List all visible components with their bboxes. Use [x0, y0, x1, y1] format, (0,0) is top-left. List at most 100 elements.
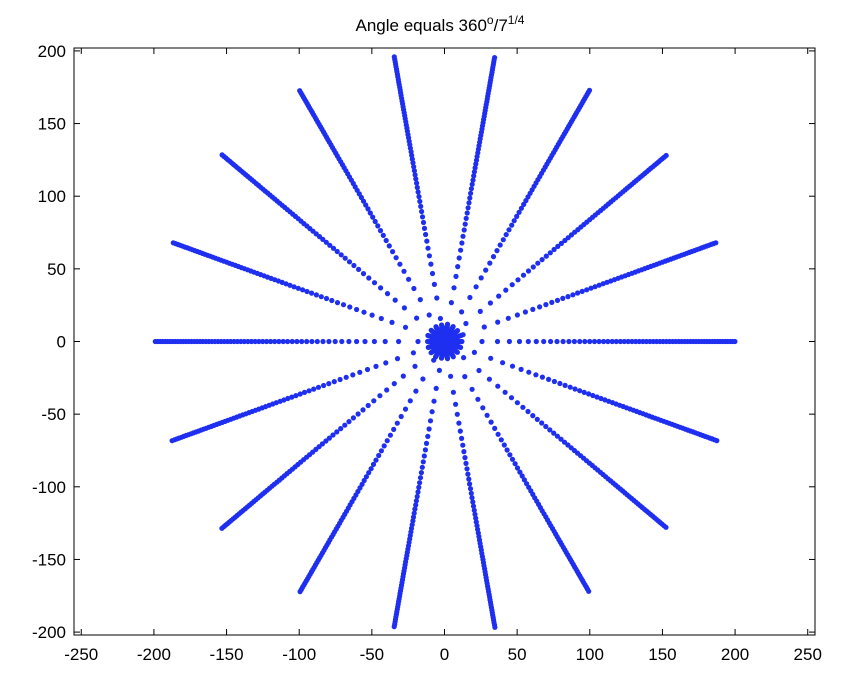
scatter-point: [541, 338, 547, 345]
scatter-point: [516, 209, 522, 215]
scatter-point: [484, 412, 490, 418]
scatter-point: [413, 498, 419, 504]
scatter-point: [567, 384, 573, 390]
scatter-point: [448, 300, 454, 306]
scatter-point: [465, 205, 471, 211]
scatter-point: [293, 393, 299, 399]
scatter-point: [481, 324, 487, 330]
scatter-point: [396, 338, 402, 345]
scatter-point: [713, 240, 719, 246]
scatter-point: [413, 502, 419, 508]
scatter-point: [560, 295, 566, 301]
scatter-point: [362, 338, 368, 345]
scatter-point: [436, 367, 442, 373]
scatter-point: [444, 356, 451, 362]
scatter-point: [419, 208, 425, 215]
scatter-point: [245, 338, 251, 345]
scatter-point: [252, 338, 258, 345]
x-tick-label: -250: [64, 645, 98, 664]
scatter-point: [433, 324, 439, 330]
scatter-point: [339, 338, 345, 345]
scatter-point: [584, 287, 590, 293]
scatter-point: [516, 338, 523, 345]
scatter-point: [537, 304, 543, 310]
scatter-point: [383, 360, 389, 366]
scatter-point: [330, 245, 337, 251]
scatter-point: [297, 391, 303, 397]
scatter-point: [283, 281, 289, 287]
scatter-point: [554, 297, 561, 303]
scatter-point: [413, 176, 419, 182]
scatter-point: [478, 275, 484, 281]
scatter-point: [414, 184, 420, 191]
scatter-point: [361, 477, 367, 484]
scatter-point: [268, 338, 274, 345]
y-tick-label: 0: [57, 333, 66, 352]
scatter-point: [494, 338, 501, 345]
scatter-point: [425, 433, 431, 439]
scatter-point: [411, 168, 417, 174]
scatter-point: [453, 401, 459, 407]
x-tick-label: 250: [794, 645, 822, 664]
scatter-point: [364, 366, 371, 373]
scatter-point: [534, 416, 540, 422]
scatter-point: [450, 324, 456, 330]
scatter-point: [320, 338, 326, 345]
scatter-point: [410, 350, 416, 356]
scatter-point: [471, 169, 477, 175]
scatter-point: [329, 297, 335, 304]
scatter-point: [468, 490, 474, 496]
scatter-point: [663, 152, 669, 159]
scatter-point: [314, 338, 320, 345]
scatter-point: [586, 391, 592, 397]
scatter-point: [334, 248, 340, 255]
scatter-point: [586, 588, 592, 594]
scatter-point: [431, 281, 437, 287]
y-tick-label: -200: [32, 623, 66, 642]
scatter-point: [500, 360, 506, 366]
scatter-point: [326, 338, 332, 345]
scatter-point: [415, 189, 421, 195]
scatter-point: [543, 302, 549, 308]
scatter-point: [424, 238, 430, 244]
scatter-point: [471, 173, 477, 179]
scatter-point: [467, 481, 473, 487]
scatter-point: [350, 415, 356, 421]
scatter-point: [492, 425, 498, 431]
scatter-point: [323, 438, 329, 444]
scatter-point: [421, 453, 427, 459]
scatter-point: [492, 55, 498, 61]
scatter-point: [463, 215, 469, 221]
scatter-point: [456, 420, 462, 426]
scatter-point: [375, 223, 381, 229]
y-tick-label: 50: [47, 260, 66, 279]
x-tick-label: 150: [648, 645, 676, 664]
scatter-point: [402, 324, 409, 330]
scatter-point: [376, 452, 382, 459]
scatter-point: [455, 264, 461, 270]
scatter-point: [508, 395, 515, 401]
scatter-point: [422, 447, 428, 453]
scatter-point: [297, 88, 303, 94]
scatter-point: [377, 393, 383, 399]
scatter-point: [462, 455, 468, 461]
x-tick-label: -100: [282, 645, 316, 664]
scatter-point: [411, 510, 417, 516]
scatter-point: [418, 203, 424, 209]
y-axis: -200 -150 -100 -50 0 50 100 150 200: [32, 42, 815, 642]
scatter-point: [663, 524, 669, 530]
scatter-point: [539, 257, 545, 263]
scatter-point: [473, 284, 479, 290]
scatter-point: [411, 285, 417, 292]
scatter-point: [301, 389, 308, 395]
scatter-point: [429, 409, 435, 415]
scatter-point: [401, 268, 407, 274]
scatter-point: [391, 426, 397, 432]
scatter-point: [327, 242, 333, 248]
scatter-point: [381, 443, 387, 449]
scatter-point: [391, 381, 397, 387]
scatter-point: [470, 503, 477, 509]
scatter-point: [463, 320, 469, 327]
scatter-point: [407, 398, 413, 404]
scatter-point: [577, 388, 583, 394]
